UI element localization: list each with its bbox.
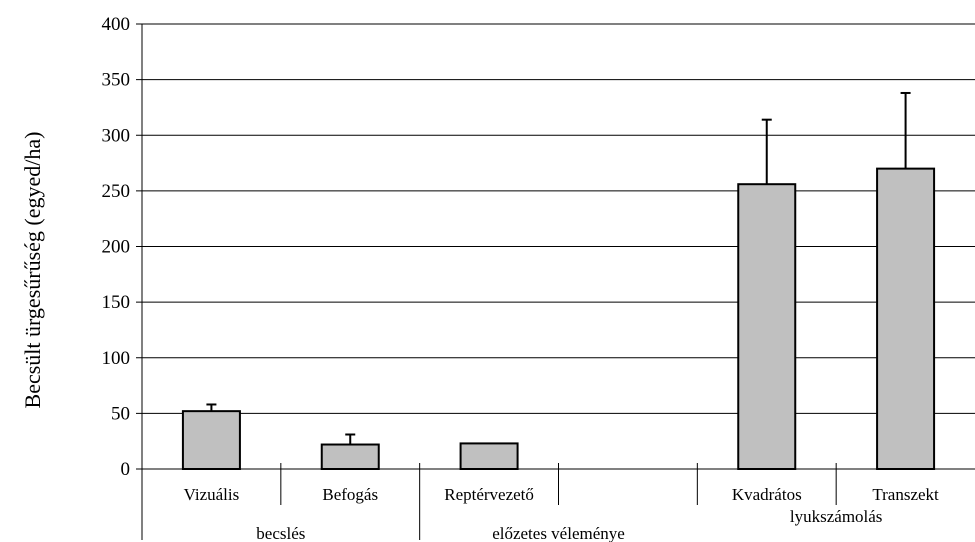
y-tick-label: 0 bbox=[121, 459, 131, 480]
bar bbox=[459, 442, 519, 471]
category-label: Befogás bbox=[322, 485, 378, 504]
gridlines bbox=[142, 23, 975, 414]
bar bbox=[320, 443, 380, 470]
y-tick-label: 200 bbox=[102, 237, 131, 258]
category-label: Kvadrátos bbox=[732, 485, 802, 504]
y-tick-label: 400 bbox=[102, 14, 131, 35]
error-bars bbox=[206, 91, 911, 445]
bar bbox=[737, 183, 797, 470]
bar bbox=[181, 410, 241, 470]
group-label: lyukszámolás bbox=[790, 507, 883, 526]
y-tick-label: 100 bbox=[102, 348, 131, 369]
group-label: becslés bbox=[256, 524, 305, 542]
category-label: Vizuális bbox=[184, 485, 240, 504]
group-labels: becslés előzetes véleménye lyukszámolás bbox=[256, 507, 882, 542]
bar bbox=[876, 167, 936, 470]
y-tick-label: 50 bbox=[111, 403, 130, 424]
category-label: Reptérvezető bbox=[444, 485, 534, 504]
y-axis-label: Becsült ürgesűrűség (egyed/ha) bbox=[20, 132, 45, 409]
y-tick-label: 250 bbox=[102, 181, 131, 202]
y-tick-label: 300 bbox=[102, 125, 131, 146]
axes bbox=[136, 23, 975, 540]
category-label: Transzekt bbox=[872, 485, 939, 504]
y-tick-labels: 0 50 100 150 200 250 300 350 400 bbox=[102, 14, 131, 480]
y-tick-label: 150 bbox=[102, 292, 131, 313]
group-label: előzetes véleménye bbox=[492, 524, 625, 542]
y-tick-label: 350 bbox=[102, 70, 131, 91]
bars bbox=[181, 167, 936, 471]
category-labels: Vizuális Befogás Reptérvezető Kvadrátos Tran… bbox=[184, 485, 939, 504]
